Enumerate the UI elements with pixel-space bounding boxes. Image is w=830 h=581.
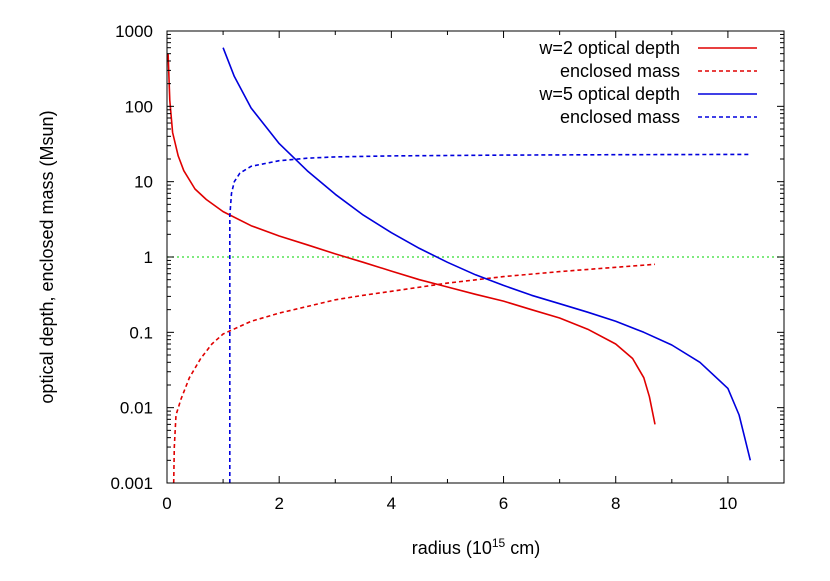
x-tick-label: 8	[611, 494, 620, 513]
y-tick-label: 1	[144, 248, 153, 267]
x-axis-title: radius (1015 cm)	[412, 536, 540, 558]
legend-label: w=2 optical depth	[538, 38, 680, 58]
legend: w=2 optical depth enclosed mass w=5 optica…	[538, 38, 757, 127]
y-tick-label: 0.01	[120, 399, 153, 418]
x-axis-title-exponent: 15	[492, 536, 506, 550]
x-tick-label: 4	[387, 494, 396, 513]
legend-label: enclosed mass	[560, 107, 680, 127]
x-axis-title-prefix: radius (10	[412, 538, 492, 558]
y-axis-title: optical depth, enclosed mass (Msun)	[37, 110, 57, 403]
series-line-3-w-5-optical-depth	[222, 47, 752, 461]
plot-frame	[166, 30, 785, 484]
ticks-layer: 0 2 4 6 8 10 0.001 0.01 0.1 1 10 100 1000	[110, 22, 785, 513]
y-tick-label: 0.001	[110, 474, 153, 493]
series-line-2-enclosed-mass	[172, 263, 656, 484]
x-tick-label: 6	[499, 494, 508, 513]
x-tick-label: 10	[718, 494, 737, 513]
y-tick-label: 100	[125, 97, 153, 116]
y-tick-label: 10	[134, 173, 153, 192]
series-line-1-w-2-optical-depth	[167, 53, 656, 425]
y-tick-label: 0.1	[129, 323, 153, 342]
legend-label: w=5 optical depth	[538, 84, 680, 104]
legend-label: enclosed mass	[560, 61, 680, 81]
series-layer	[167, 47, 752, 484]
series-line-4-enclosed-mass	[229, 153, 751, 483]
y-tick-label: 1000	[115, 22, 153, 41]
x-tick-label: 0	[162, 494, 171, 513]
x-tick-label: 2	[274, 494, 283, 513]
x-axis-title-suffix: cm)	[505, 538, 540, 558]
